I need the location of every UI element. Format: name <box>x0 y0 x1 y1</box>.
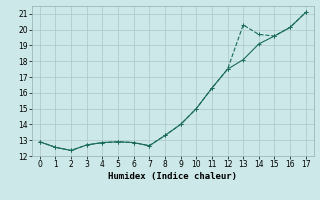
X-axis label: Humidex (Indice chaleur): Humidex (Indice chaleur) <box>108 172 237 181</box>
